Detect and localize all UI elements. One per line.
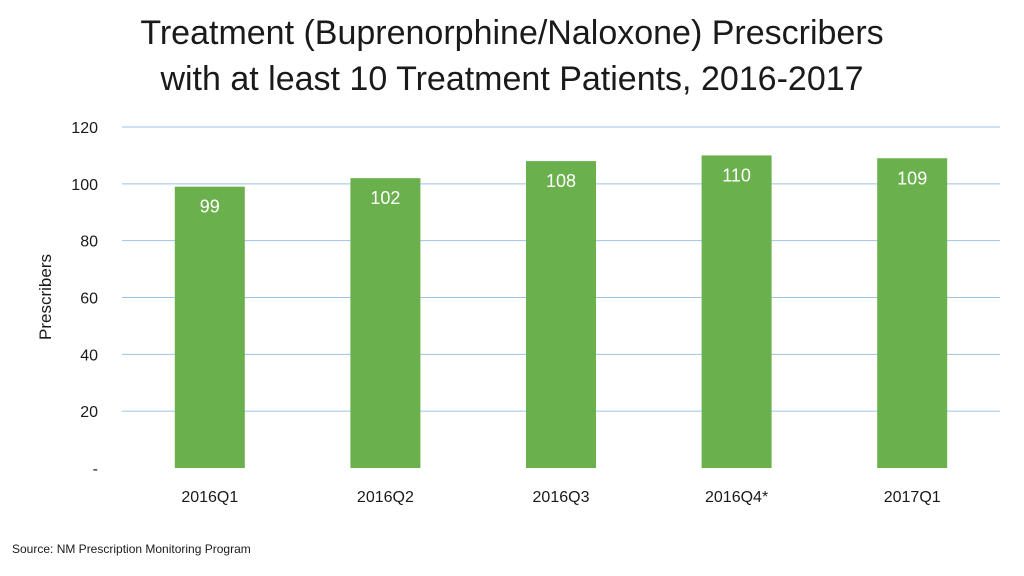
chart-title: Treatment (Buprenorphine/Naloxone) Presc…	[0, 10, 1024, 102]
y-tick-label: 40	[80, 347, 98, 364]
bar	[174, 186, 245, 469]
x-tick-label: 2016Q4*	[705, 489, 768, 506]
x-tick-label: 2016Q1	[181, 489, 238, 506]
chart-title-line-1: Treatment (Buprenorphine/Naloxone) Presc…	[140, 14, 884, 52]
source-note: Source: NM Prescription Monitoring Progr…	[12, 542, 251, 556]
bar	[877, 158, 948, 468]
data-label: 102	[370, 188, 400, 208]
data-label: 109	[897, 168, 927, 188]
x-tick-label: 2017Q1	[884, 489, 941, 506]
bar	[701, 155, 772, 468]
chart-title-line-2: with at least 10 Treatment Patients, 201…	[160, 60, 864, 98]
y-tick-label: 20	[80, 404, 98, 421]
bars	[174, 155, 948, 469]
data-labels: 99 102 108 110 109	[200, 165, 927, 216]
y-tick-label: 120	[71, 120, 98, 137]
y-tick-label: 100	[71, 177, 98, 194]
y-tick-label: -	[93, 461, 98, 478]
y-axis-ticks: - 20 40 60 80 100 120	[71, 120, 98, 478]
bar	[350, 178, 421, 468]
data-label: 99	[200, 197, 220, 217]
bar	[526, 161, 596, 468]
x-axis-ticks: 2016Q1 2016Q2 2016Q3 2016Q4* 2017Q1	[181, 489, 940, 506]
x-tick-label: 2016Q3	[533, 489, 590, 506]
x-tick-label: 2016Q2	[357, 489, 414, 506]
y-tick-label: 80	[80, 234, 98, 251]
data-label: 110	[722, 165, 751, 185]
y-axis-title: Prescribers	[36, 254, 55, 340]
data-label: 108	[546, 171, 576, 191]
y-tick-label: 60	[80, 291, 98, 308]
